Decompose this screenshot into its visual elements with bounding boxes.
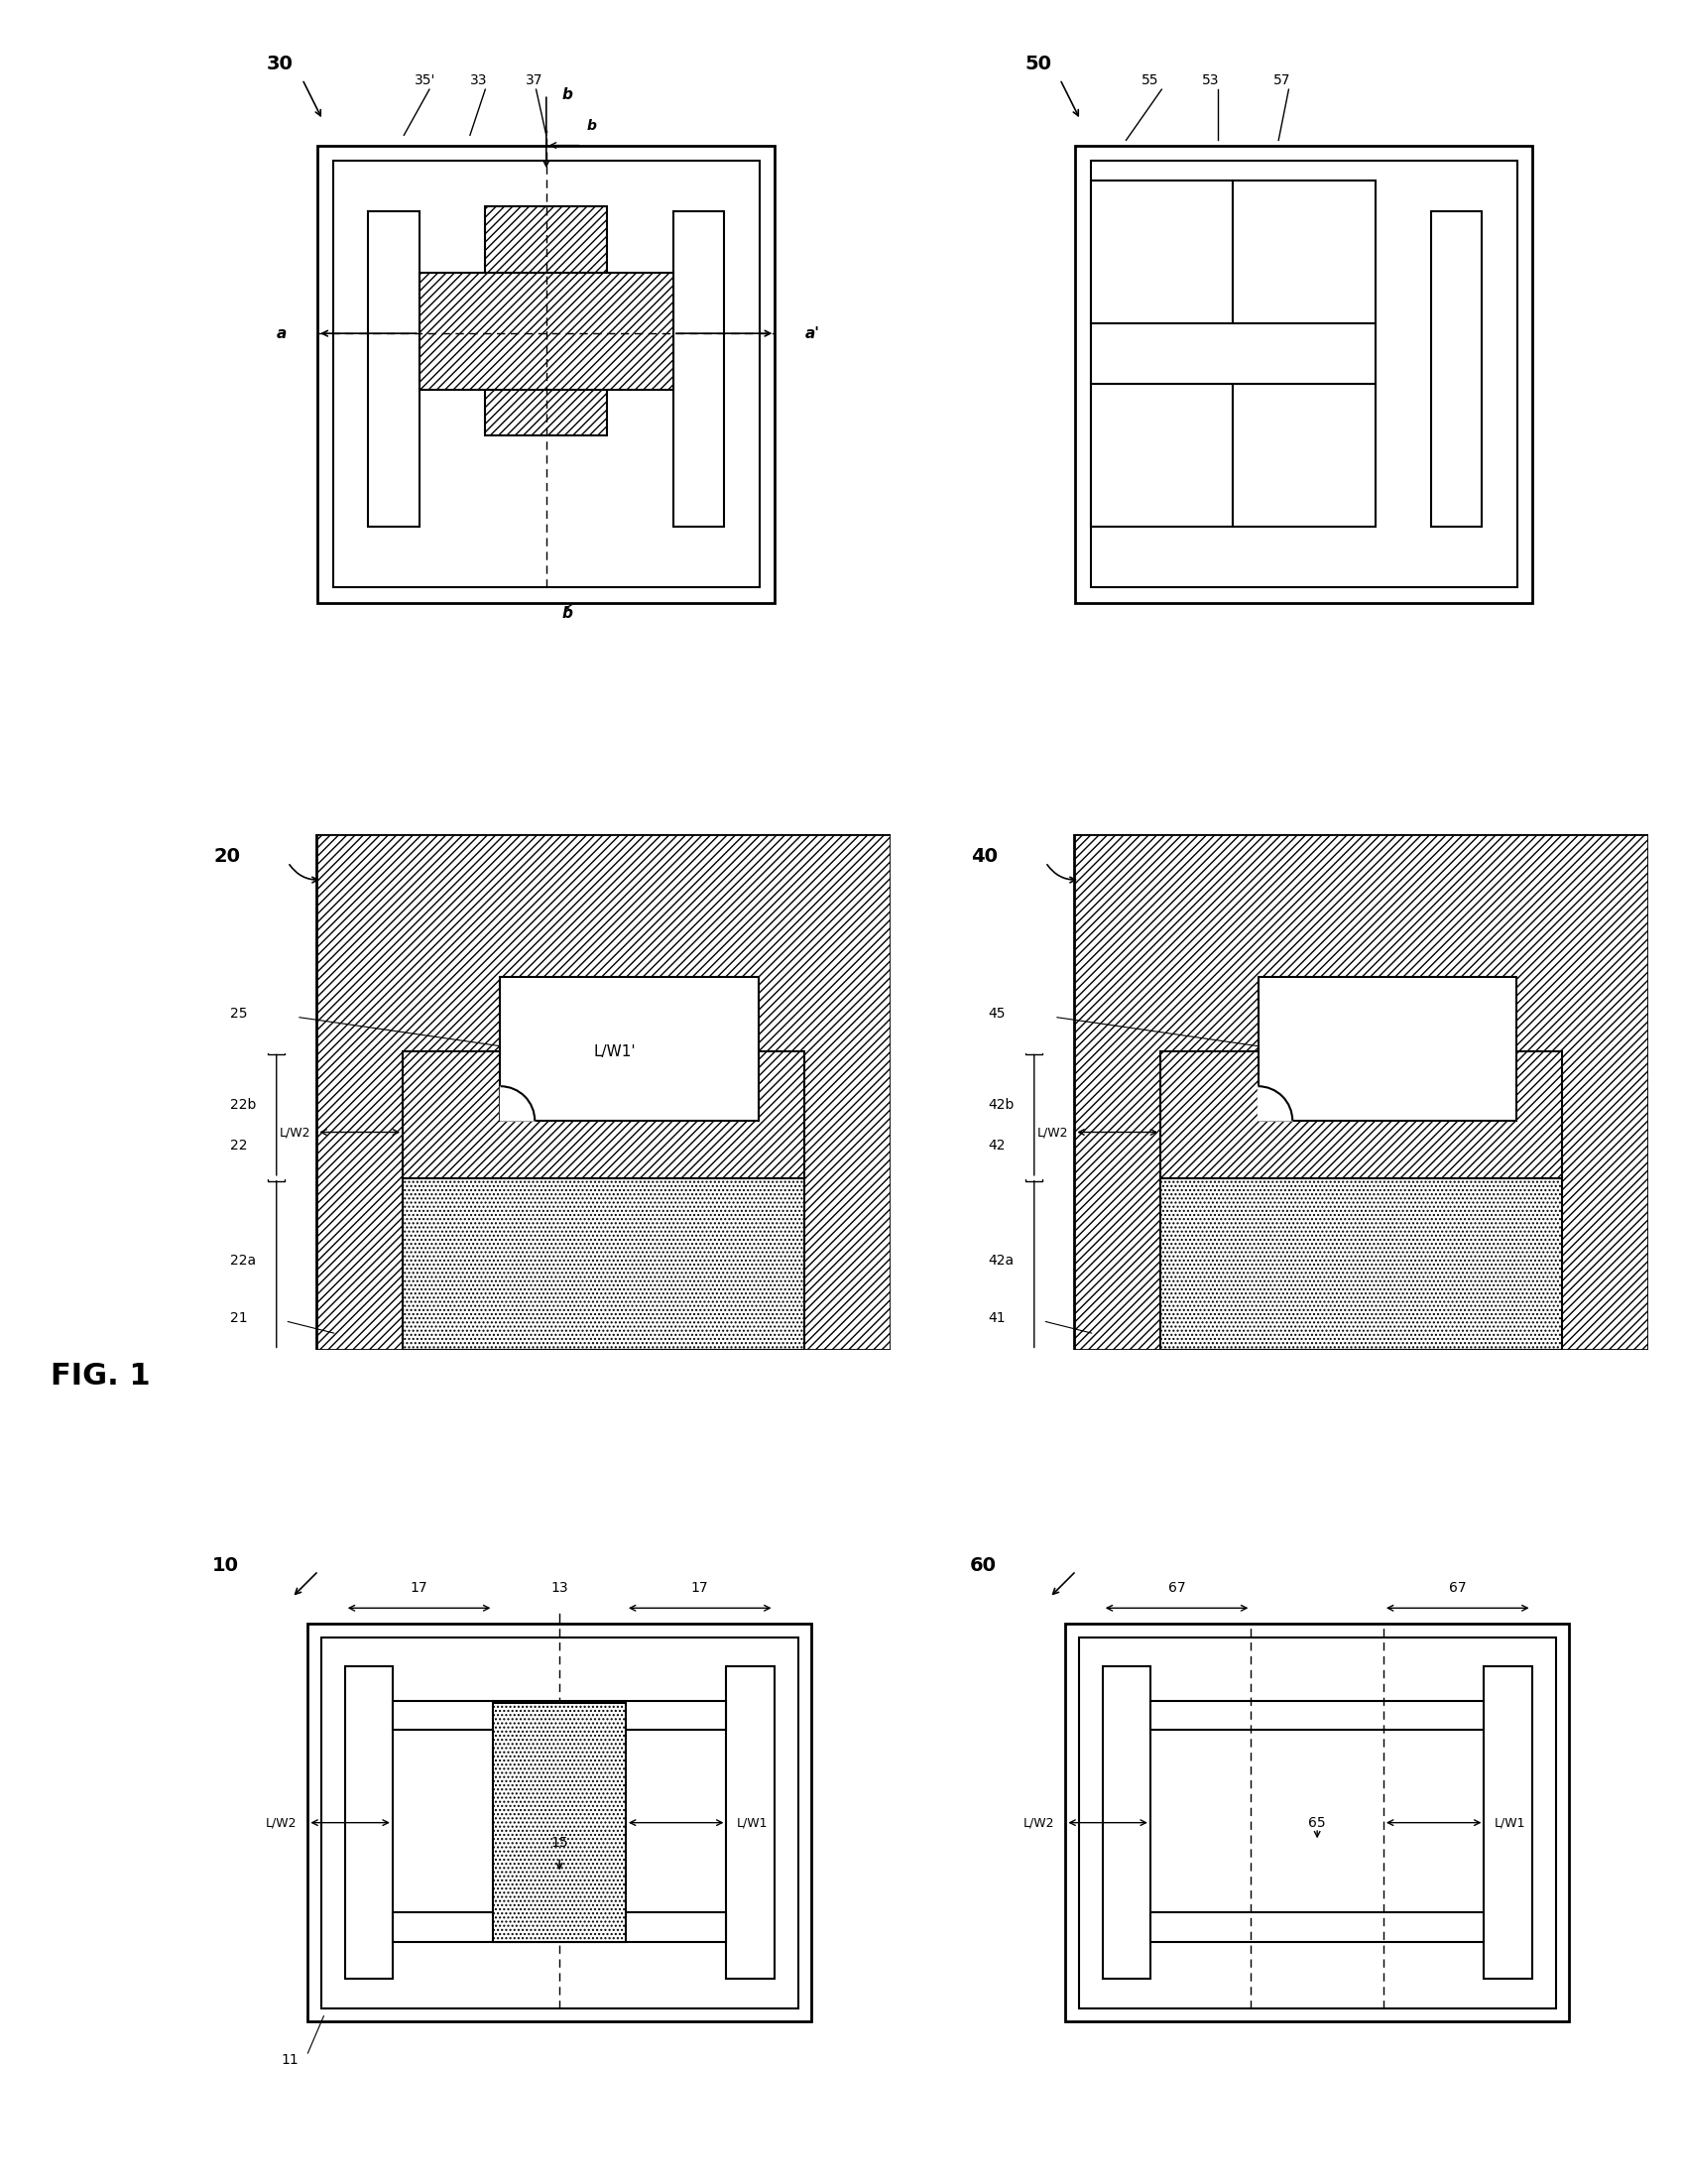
Bar (392, 1701, 727, 1730)
Bar (308, 1625, 811, 2022)
Text: b: b (562, 87, 572, 103)
Text: 57: 57 (1273, 74, 1290, 87)
Bar (345, 1666, 392, 1979)
Text: a': a' (806, 325, 821, 341)
Bar (1150, 1913, 1484, 1942)
Bar (402, 1053, 804, 1177)
Bar (1103, 1666, 1150, 1979)
Text: 20: 20 (214, 847, 241, 867)
Wedge shape (1258, 1085, 1292, 1120)
Text: L/W1: L/W1 (1495, 1817, 1526, 1828)
Bar (368, 212, 419, 526)
Text: 42b: 42b (989, 1099, 1014, 1112)
Text: a: a (278, 325, 288, 341)
Bar (493, 1704, 626, 1942)
Text: 60: 60 (971, 1555, 997, 1575)
Text: 25: 25 (230, 1007, 247, 1020)
Text: 41: 41 (989, 1310, 1006, 1326)
Bar (727, 1666, 774, 1979)
Text: 11: 11 (281, 2053, 299, 2066)
Text: 67: 67 (1448, 1581, 1467, 1594)
Bar (1233, 384, 1376, 526)
Text: 65: 65 (1309, 1815, 1325, 1830)
Text: 42: 42 (989, 1138, 1006, 1153)
Text: 22b: 22b (230, 1099, 257, 1112)
Bar (419, 273, 673, 389)
Text: L/W2: L/W2 (1038, 1125, 1068, 1138)
Bar (321, 1638, 797, 2007)
Text: 67: 67 (1167, 1581, 1186, 1594)
Bar (318, 146, 775, 603)
Text: 22: 22 (230, 1138, 247, 1153)
Bar (1161, 1053, 1563, 1177)
Wedge shape (500, 1085, 535, 1120)
Bar (1078, 1638, 1556, 2007)
Bar (500, 976, 759, 1120)
Text: 40: 40 (971, 847, 997, 867)
Bar (1090, 384, 1233, 526)
Bar (402, 1177, 804, 1350)
Bar (392, 1913, 727, 1942)
Bar (1090, 181, 1233, 323)
Bar (1090, 162, 1517, 587)
Text: 33: 33 (469, 74, 488, 87)
Text: 15: 15 (550, 1835, 569, 1850)
Bar (1233, 181, 1376, 323)
Text: L/W2: L/W2 (1024, 1817, 1055, 1828)
Bar (1075, 834, 1648, 1350)
Bar (333, 162, 760, 587)
Text: 50: 50 (1024, 55, 1051, 72)
Bar (673, 212, 725, 526)
Text: L/W2: L/W2 (266, 1817, 298, 1828)
Text: 35': 35' (414, 74, 436, 87)
Text: FIG. 1: FIG. 1 (50, 1361, 151, 1391)
Text: 13: 13 (550, 1581, 569, 1594)
Text: 55: 55 (1142, 74, 1159, 87)
Text: L/W1': L/W1' (594, 1044, 636, 1059)
Text: 37: 37 (526, 74, 543, 87)
Bar (486, 205, 607, 435)
Bar (1161, 1177, 1563, 1350)
Bar (316, 834, 891, 1350)
Text: 45: 45 (989, 1007, 1006, 1020)
Text: 53: 53 (1203, 74, 1219, 87)
Bar (1150, 1701, 1484, 1730)
Bar (1065, 1625, 1569, 2022)
Text: 17: 17 (691, 1581, 708, 1594)
Text: 30: 30 (267, 55, 293, 72)
Text: 17: 17 (410, 1581, 427, 1594)
Text: b: b (562, 607, 572, 620)
Bar (1431, 212, 1482, 526)
Text: b: b (587, 120, 597, 133)
Text: 10: 10 (212, 1555, 239, 1575)
Bar (1075, 146, 1532, 603)
Text: 42a: 42a (989, 1254, 1014, 1267)
Text: L/W2: L/W2 (279, 1125, 311, 1138)
Text: 22a: 22a (230, 1254, 256, 1267)
Bar (1258, 976, 1517, 1120)
Bar (1090, 323, 1376, 384)
Text: L/W1: L/W1 (737, 1817, 769, 1828)
Text: 21: 21 (230, 1310, 247, 1326)
Bar (1484, 1666, 1532, 1979)
